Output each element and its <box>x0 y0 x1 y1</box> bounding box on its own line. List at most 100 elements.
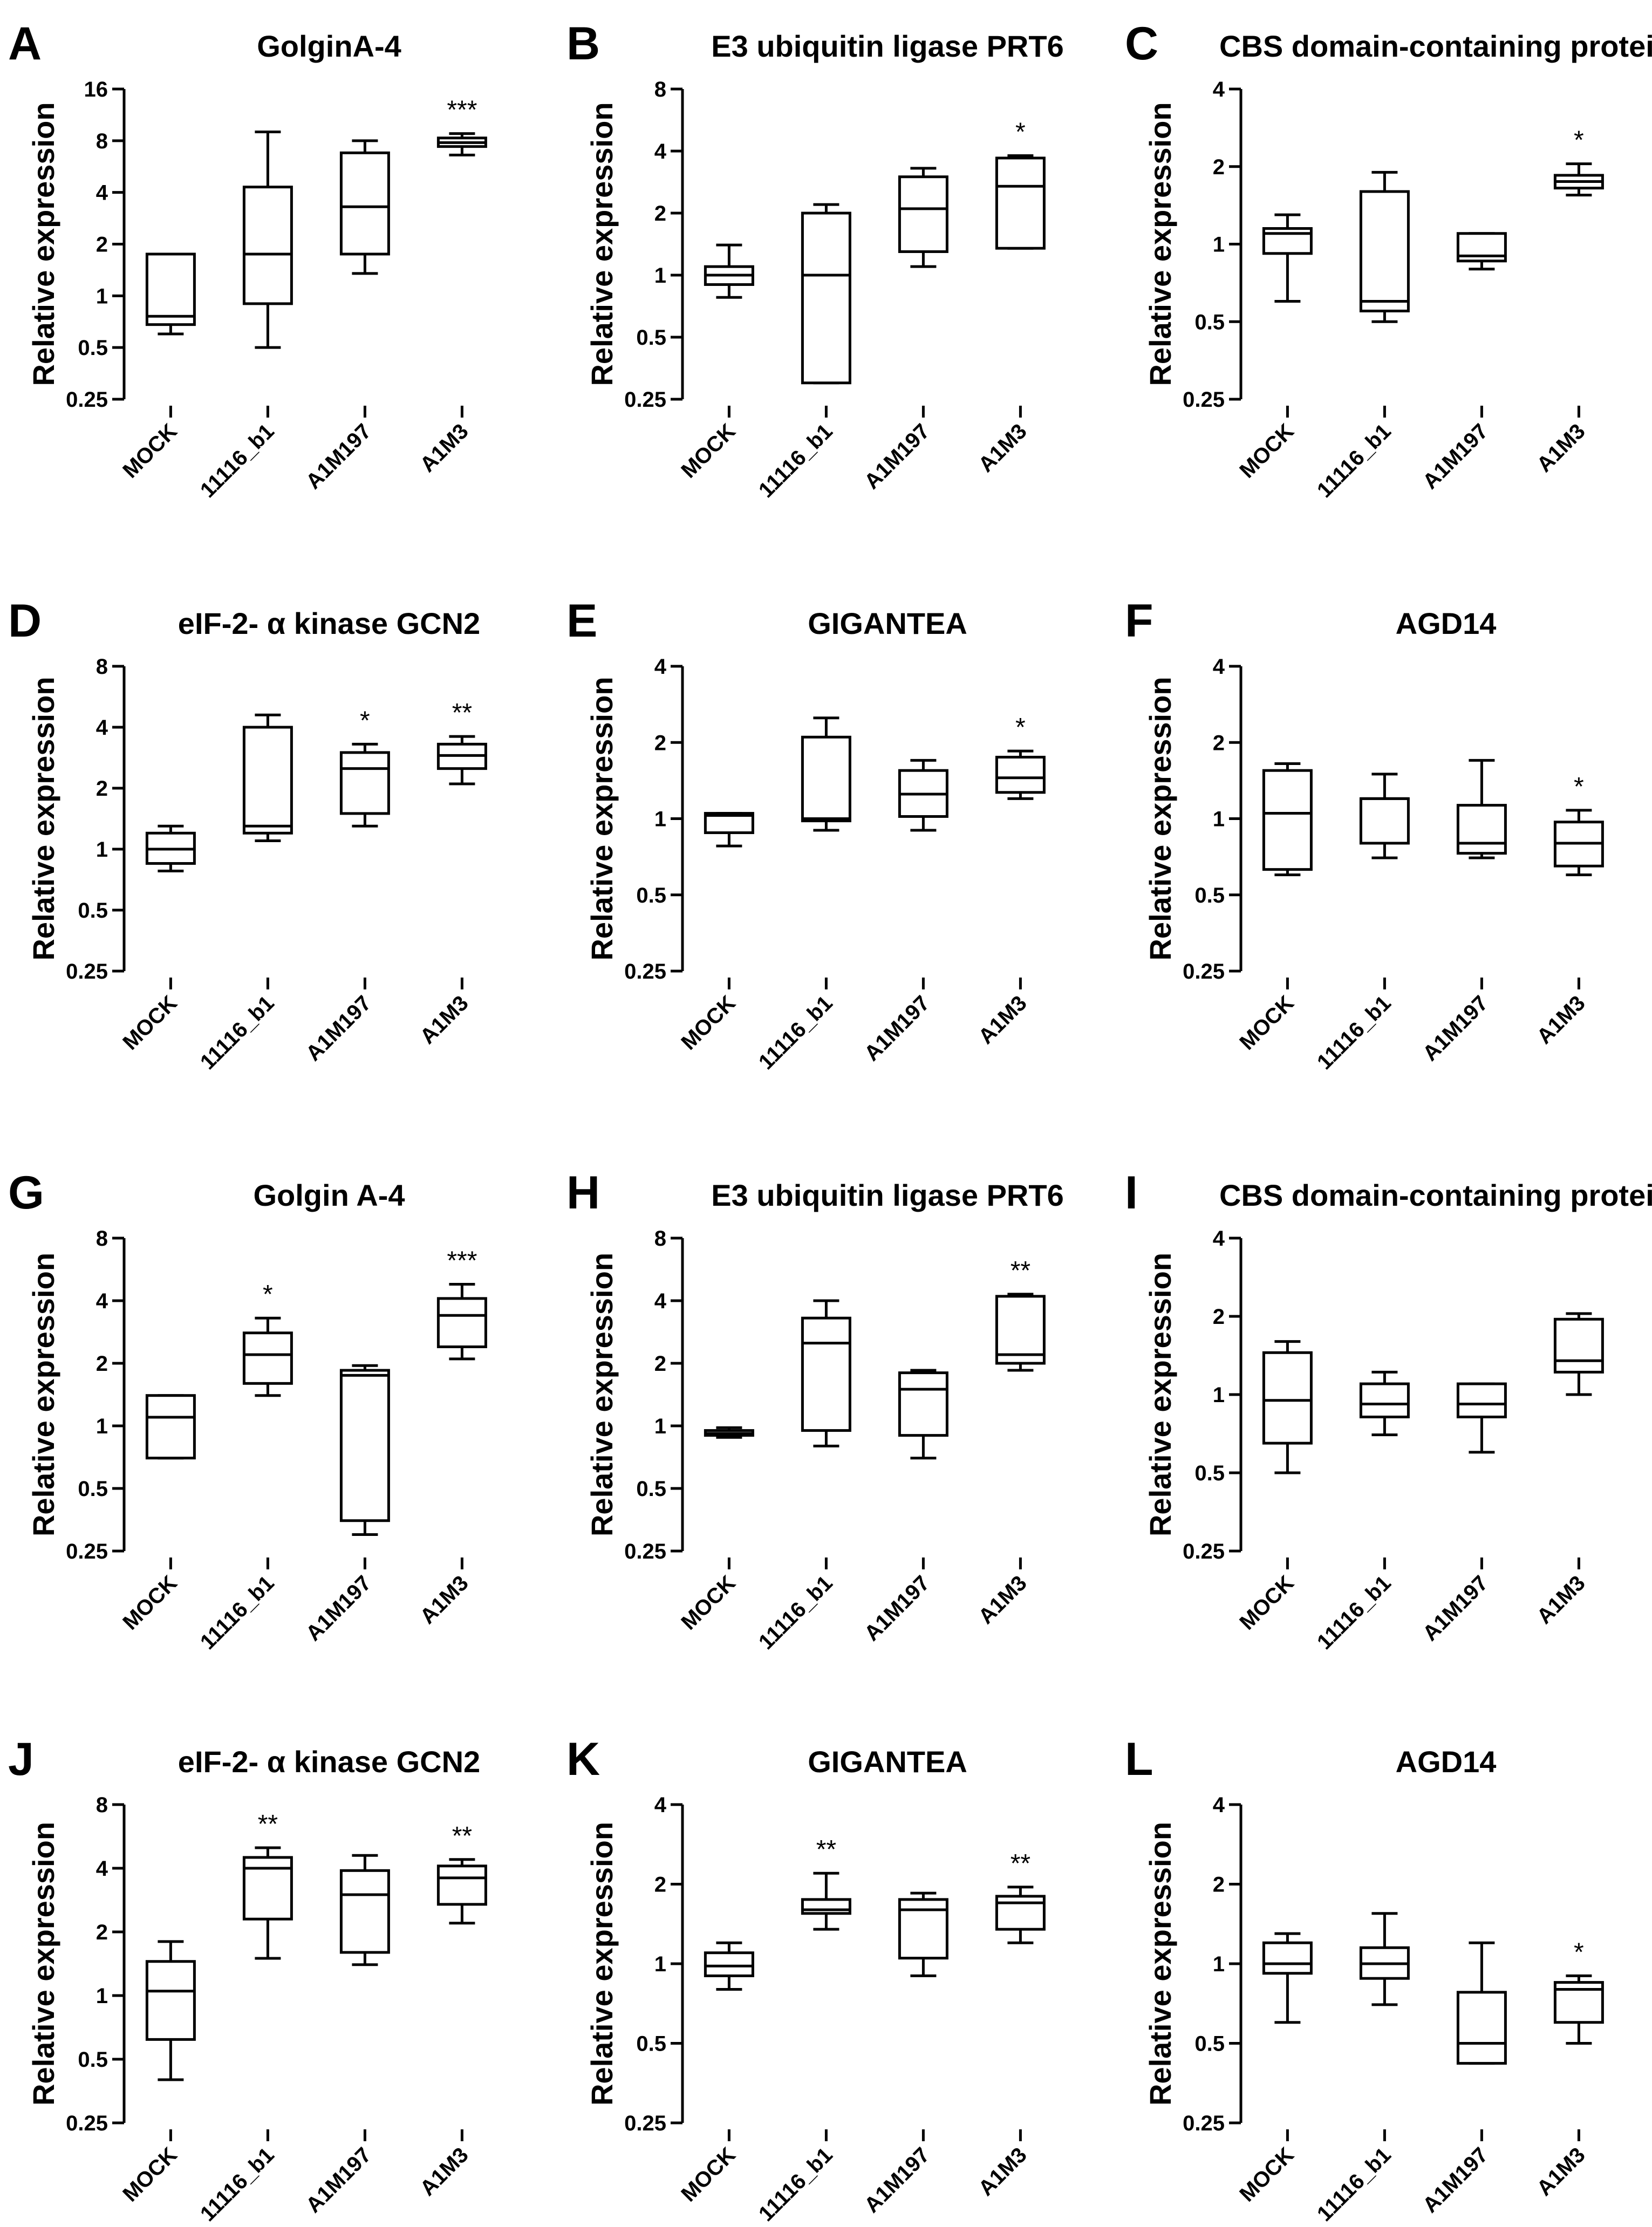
iqr-box <box>801 211 851 385</box>
x-tick-label: 11116_b1 <box>196 991 279 1074</box>
box-11116_b1 <box>1359 170 1410 323</box>
iqr-box <box>1359 797 1410 845</box>
panel-B: B E3 ubiquitin ligase PRT6 Relative expres… <box>566 18 1064 502</box>
box-A1M3: ** <box>436 699 487 785</box>
y-tick-label: 4 <box>96 181 108 205</box>
x-tick-label: MOCK <box>118 2143 182 2206</box>
x-tick-label: 11116_b1 <box>1313 991 1396 1074</box>
significance-marker: *** <box>447 96 477 125</box>
x-tick-label: MOCK <box>118 1571 182 1635</box>
y-tick-label: 2 <box>96 233 108 257</box>
box-A1M197 <box>1456 232 1507 271</box>
panel-letter: J <box>8 1733 34 1785</box>
y-tick-label: 2 <box>1213 155 1225 179</box>
y-tick-label: 0.5 <box>636 326 666 350</box>
y-tick-label: 1 <box>654 1952 666 1976</box>
y-tick-label: 0.25 <box>66 960 108 983</box>
box-11116_b1 <box>242 131 293 349</box>
box-A1M3: ** <box>995 1256 1046 1372</box>
box-11116_b1 <box>1359 773 1410 859</box>
panel-letter: G <box>8 1167 44 1219</box>
iqr-box <box>242 186 293 305</box>
y-axis-label: Relative expression <box>1143 1822 1177 2106</box>
y-tick-label: 0.25 <box>624 1540 666 1563</box>
iqr-box <box>145 1394 196 1460</box>
panel-letter: E <box>566 595 597 647</box>
x-tick-label: 11116_b1 <box>754 2143 837 2226</box>
significance-marker: * <box>1574 1938 1584 1966</box>
panel-letter: A <box>8 18 42 70</box>
x-tick-label: A1M197 <box>1418 1571 1493 1645</box>
iqr-box <box>801 1898 851 1915</box>
x-tick-label: A1M197 <box>302 419 376 494</box>
y-tick-label: 8 <box>654 1227 666 1251</box>
box-MOCK <box>1262 1932 1313 2024</box>
y-tick-label: 0.25 <box>66 2112 108 2135</box>
y-tick-label: 16 <box>84 78 108 101</box>
box-MOCK <box>1262 1340 1313 1474</box>
significance-marker: * <box>1574 773 1584 801</box>
box-MOCK <box>1262 213 1313 303</box>
y-tick-label: 4 <box>1213 655 1225 679</box>
panel-letter: K <box>566 1733 600 1785</box>
box-A1M197 <box>1456 1941 1507 2065</box>
y-tick-label: 4 <box>654 655 667 679</box>
panel-letter: B <box>566 18 600 70</box>
y-tick-label: 2 <box>96 777 108 801</box>
x-tick-label: 11116_b1 <box>196 419 279 502</box>
y-axis-label: Relative expression <box>26 1253 60 1536</box>
iqr-box <box>242 1856 293 1921</box>
significance-marker: ** <box>452 1822 472 1850</box>
x-tick-label: A1M3 <box>974 2143 1032 2201</box>
panel-title: GIGANTEA <box>808 606 967 640</box>
iqr-box <box>339 151 390 256</box>
y-tick-label: 1 <box>1213 233 1225 257</box>
y-tick-label: 1 <box>96 838 108 862</box>
significance-marker: *** <box>447 1246 477 1275</box>
panel-letter: C <box>1125 18 1158 70</box>
y-tick-label: 4 <box>96 1289 108 1313</box>
x-tick-label: A1M197 <box>860 1571 934 1645</box>
box-MOCK <box>1262 762 1313 877</box>
x-tick-label: A1M197 <box>302 991 376 1065</box>
y-axis-label: Relative expression <box>1143 1253 1177 1536</box>
y-tick-label: 2 <box>96 1921 108 1944</box>
y-tick-label: 8 <box>654 78 666 101</box>
y-tick-label: 1 <box>96 1984 108 2008</box>
box-A1M197 <box>898 1369 948 1460</box>
y-tick-label: 0.25 <box>1183 388 1225 412</box>
iqr-box <box>1456 804 1507 855</box>
y-tick-label: 1 <box>1213 1383 1225 1407</box>
box-A1M197 <box>1456 759 1507 859</box>
x-tick-label: A1M3 <box>1532 2143 1590 2201</box>
box-A1M197: * <box>339 706 390 828</box>
panel-title: AGD14 <box>1396 1745 1497 1779</box>
y-tick-label: 2 <box>1213 1873 1225 1897</box>
box-11116_b1 <box>801 1299 851 1447</box>
x-tick-label: A1M197 <box>860 419 934 494</box>
y-tick-label: 8 <box>96 1793 108 1817</box>
x-tick-label: MOCK <box>118 419 182 483</box>
box-11116_b1 <box>1359 1370 1410 1437</box>
x-tick-label: A1M3 <box>415 1571 473 1629</box>
box-MOCK <box>145 1940 196 2081</box>
y-tick-label: 4 <box>1213 1227 1225 1251</box>
iqr-box <box>898 1898 948 1960</box>
iqr-box <box>1456 1991 1507 2065</box>
y-tick-label: 2 <box>654 202 666 226</box>
x-tick-label: A1M3 <box>974 419 1032 477</box>
y-tick-label: 0.5 <box>636 1477 666 1501</box>
box-11116_b1 <box>1359 1912 1410 2006</box>
y-tick-label: 2 <box>96 1352 108 1376</box>
x-tick-label: MOCK <box>677 2143 740 2206</box>
x-tick-label: MOCK <box>677 1571 740 1635</box>
box-A1M3: ** <box>995 1849 1046 1944</box>
y-tick-label: 1 <box>96 284 108 308</box>
panel-title: E3 ubiquitin ligase PRT6 <box>711 1178 1063 1212</box>
x-tick-label: A1M197 <box>302 2143 376 2217</box>
x-tick-label: 11116_b1 <box>1313 2143 1396 2226</box>
iqr-box <box>1262 1351 1313 1445</box>
panel-letter: F <box>1125 595 1153 647</box>
panel-I: I CBS domain-containing protein Relative e… <box>1125 1167 1652 1654</box>
